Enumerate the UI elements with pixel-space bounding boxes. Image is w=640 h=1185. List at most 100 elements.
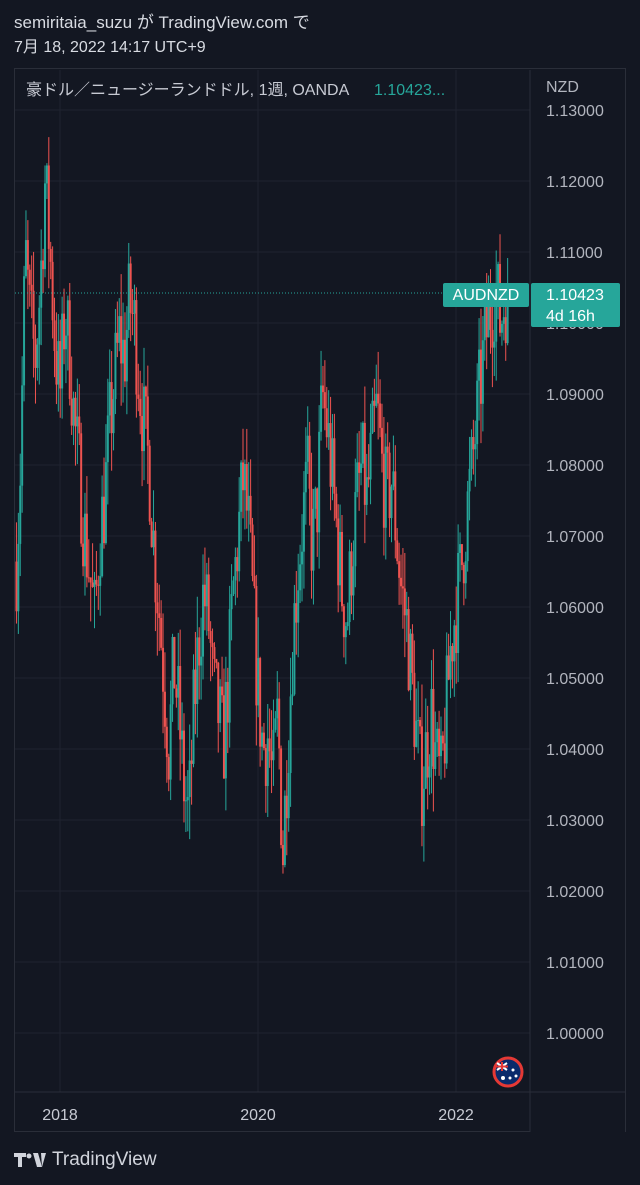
candle-body [95,579,98,585]
candle-body [196,637,199,705]
candle-body [211,642,214,648]
candle-body [481,340,484,404]
chart-grid [15,70,530,1092]
time-axis-labels: 2018 2020 2022 [42,1107,474,1124]
candle-body [401,586,404,589]
candle-body [262,732,265,749]
candle-body [146,396,149,446]
candle-body [70,398,73,426]
candle-body [377,393,380,404]
y-tick-label: 1.02000 [546,884,604,901]
candle-body [49,248,52,262]
candle-body [287,772,290,819]
candle-body [215,658,218,663]
candle-body [74,397,77,427]
candle-body [445,655,448,764]
candle-body [57,341,60,385]
y-tick-label: 1.06000 [546,600,604,617]
candle-body [413,672,416,747]
candle-body [457,552,460,654]
candle-body [19,485,22,544]
y-tick-label: 1.04000 [546,742,604,759]
candle-body [247,495,250,511]
candle-body [80,433,83,544]
symbol-tag[interactable]: AUDNZD [443,283,529,307]
candle-body [302,492,305,552]
share-header: semiritaia_suzu が TradingView.com で 7月 1… [14,10,614,60]
candle-body [340,531,343,607]
y-tick-label: 1.08000 [546,458,604,475]
candle-body [443,743,446,764]
candle-body [99,576,102,586]
candle-body [226,681,229,723]
candle-body [451,645,454,662]
y-tick-label: 1.13000 [546,103,604,120]
candle-body [318,431,321,533]
candle-body [219,686,222,724]
candle-body [447,655,450,680]
candle-body [299,564,302,591]
candle-body [230,594,233,610]
australia-flag-icon[interactable] [492,1056,524,1088]
tradingview-logo-icon [14,1153,46,1167]
candle-body [502,317,505,324]
candle-body [485,305,488,338]
candle-body [129,263,132,313]
x-tick-label: 2022 [438,1107,474,1124]
candle-body [316,488,319,533]
candle-body [40,260,43,308]
candle-body [104,462,107,544]
candle-body [403,588,406,616]
candle-body [184,800,187,802]
candle-body [82,543,85,567]
candle-body [398,561,401,578]
symbol-info[interactable]: 豪ドル／ニュージーランドドル, 1週, OANDA [26,80,350,99]
candle-body [344,626,347,638]
candle-body [308,435,311,489]
candle-body [238,511,241,572]
candle-body [281,845,284,866]
candle-body [339,531,342,586]
candle-body [85,513,88,578]
candle-body [419,720,422,727]
candle-body [17,543,20,612]
symbol-tag-text: AUDNZD [453,287,520,304]
candle-body [382,453,385,528]
candle-body [504,317,507,344]
candle-body [352,566,355,596]
candle-body [459,544,462,553]
candle-body [163,691,166,727]
candle-body [179,665,182,740]
candle-body [266,738,269,786]
candle-body [327,423,330,438]
candle-body [173,636,176,689]
y-tick-label: 1.12000 [546,174,604,191]
candle-body [369,432,372,480]
candle-body [28,269,31,285]
candle-body [337,518,340,586]
candle-body [21,385,24,486]
candle-body [301,551,304,565]
candle-body [468,468,471,492]
candle-body [243,463,246,491]
y-tick-label: 1.03000 [546,813,604,830]
candle-body [236,557,239,572]
candle-body [304,461,307,493]
candle-body [118,316,121,343]
candle-body [133,300,136,314]
candle-body [158,613,161,618]
candle-body [108,382,111,416]
chart-frame[interactable] [14,68,626,1132]
footer-brand: TradingView [52,1149,157,1170]
candle-body [24,240,27,277]
candle-body [426,732,429,778]
candle-body [66,300,69,336]
candle-body [441,735,444,744]
candle-body [478,349,481,381]
candle-body [194,669,197,705]
candle-body [135,300,138,395]
candle-body [137,394,140,399]
candle-body [396,540,399,562]
candle-body [259,658,262,747]
